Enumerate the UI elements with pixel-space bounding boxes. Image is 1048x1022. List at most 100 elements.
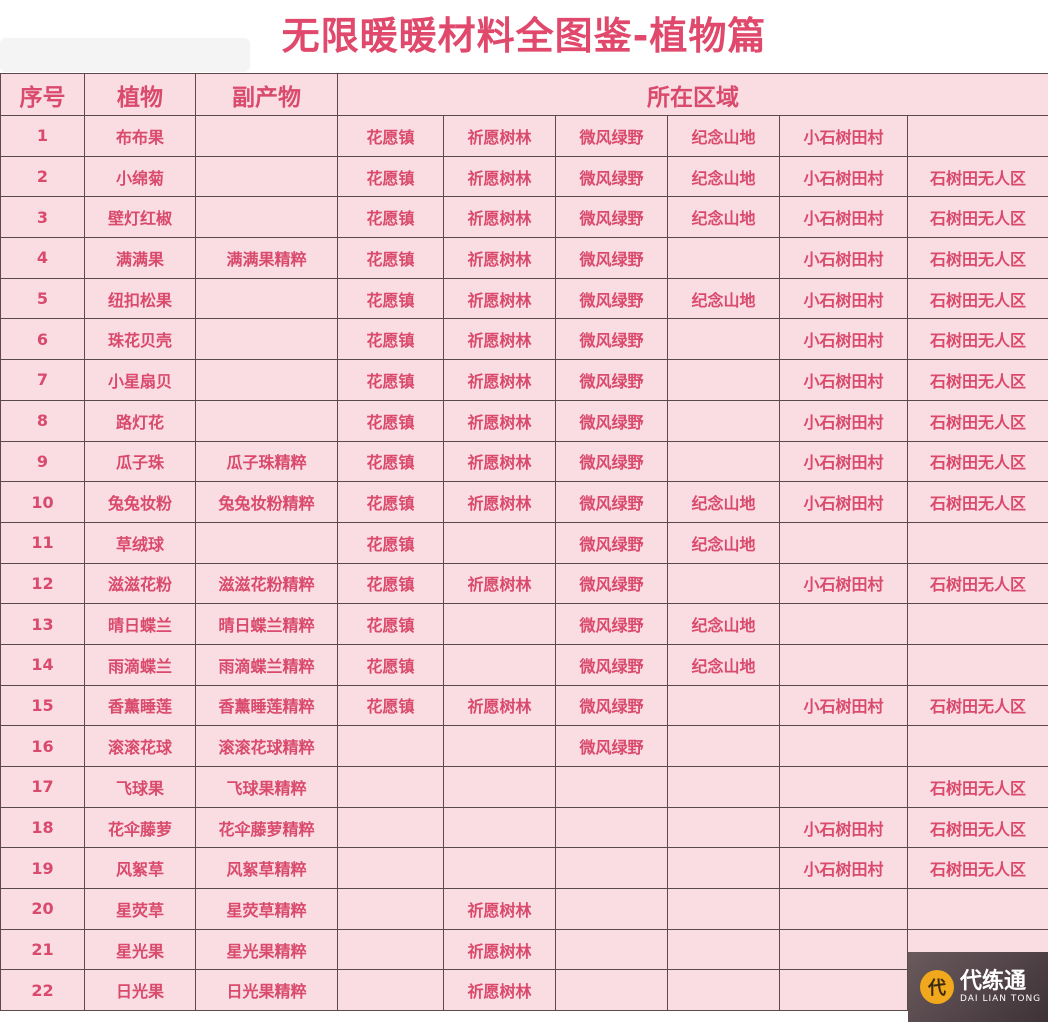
cell-plant: 壁灯红椒 [84, 196, 196, 239]
header-region: 所在区域 [337, 73, 1048, 116]
table-row: 21 星光果 星光果精粹 祈愿树林 [0, 928, 1048, 971]
cell-region [337, 969, 444, 1012]
cell-byproduct: 滋滋花粉精粹 [195, 562, 338, 605]
cell-index: 16 [0, 725, 85, 767]
cell-plant: 晴日蝶兰 [84, 603, 196, 645]
cell-region: 祈愿树林 [443, 562, 556, 605]
table-row: 2 小绵菊 花愿镇 祈愿树林 微风绿野 纪念山地 小石树田村 石树田无人区 [0, 155, 1048, 198]
cell-region: 微风绿野 [555, 399, 668, 442]
cell-region [779, 603, 908, 645]
cell-region: 祈愿树林 [443, 481, 556, 523]
cell-index: 9 [0, 440, 85, 483]
cell-region: 小石树田村 [779, 359, 908, 401]
cell-region: 花愿镇 [337, 440, 444, 483]
cell-region: 花愿镇 [337, 399, 444, 442]
table-row: 17 飞球果 飞球果精粹 石树田无人区 [0, 766, 1048, 808]
header-row: 序号 植物 副产物 所在区域 [0, 73, 1048, 116]
cell-region [667, 847, 780, 890]
cell-region: 微风绿野 [555, 643, 668, 686]
cell-region: 小石树田村 [779, 155, 908, 198]
cell-index: 22 [0, 969, 85, 1012]
cell-region: 花愿镇 [337, 481, 444, 523]
cell-region: 石树田无人区 [907, 684, 1048, 727]
cell-region [779, 521, 908, 564]
cell-region: 微风绿野 [555, 359, 668, 401]
cell-byproduct [195, 318, 338, 361]
cell-region: 小石树田村 [779, 806, 908, 849]
cell-region [907, 725, 1048, 767]
cell-region: 小石树田村 [779, 196, 908, 239]
cell-region [337, 766, 444, 808]
cell-region: 石树田无人区 [907, 481, 1048, 523]
cell-plant: 小星扇贝 [84, 359, 196, 401]
cell-region: 祈愿树林 [443, 969, 556, 1012]
cell-byproduct [195, 277, 338, 320]
cell-region: 纪念山地 [667, 115, 780, 157]
cell-region: 花愿镇 [337, 196, 444, 239]
cell-byproduct: 飞球果精粹 [195, 766, 338, 808]
cell-byproduct [195, 115, 338, 157]
table-row: 19 风絮草 风絮草精粹 小石树田村 石树田无人区 [0, 847, 1048, 890]
cell-index: 15 [0, 684, 85, 727]
cell-region [779, 643, 908, 686]
cell-region [667, 318, 780, 361]
header-byproduct: 副产物 [195, 73, 338, 116]
cell-region: 微风绿野 [555, 481, 668, 523]
cell-region: 花愿镇 [337, 684, 444, 727]
cell-byproduct: 香薰睡莲精粹 [195, 684, 338, 727]
cell-region [555, 847, 668, 890]
cell-plant: 滋滋花粉 [84, 562, 196, 605]
cell-region: 祈愿树林 [443, 196, 556, 239]
cell-region: 微风绿野 [555, 155, 668, 198]
cell-region [907, 643, 1048, 686]
header-index: 序号 [0, 73, 85, 116]
cell-plant: 小绵菊 [84, 155, 196, 198]
table-row: 10 兔兔妆粉 兔兔妆粉精粹 花愿镇 祈愿树林 微风绿野 纪念山地 小石树田村 石树田无人区 [0, 481, 1048, 523]
cell-plant: 布布果 [84, 115, 196, 157]
cell-index: 12 [0, 562, 85, 605]
cell-region: 祈愿树林 [443, 277, 556, 320]
cell-region [667, 725, 780, 767]
cell-plant: 花伞藤萝 [84, 806, 196, 849]
cell-plant: 风絮草 [84, 847, 196, 890]
cell-region: 微风绿野 [555, 562, 668, 605]
cell-region: 小石树田村 [779, 562, 908, 605]
watermark-logo: 代 代练通 DAI LIAN TONG [908, 952, 1048, 1022]
cell-byproduct [195, 196, 338, 239]
cell-region: 微风绿野 [555, 318, 668, 361]
cell-region: 小石树田村 [779, 318, 908, 361]
cell-region: 花愿镇 [337, 562, 444, 605]
cell-index: 5 [0, 277, 85, 320]
cell-region [907, 888, 1048, 930]
cell-region: 小石树田村 [779, 440, 908, 483]
cell-region [337, 806, 444, 849]
cell-byproduct: 晴日蝶兰精粹 [195, 603, 338, 645]
cell-region: 小石树田村 [779, 115, 908, 157]
cell-region: 小石树田村 [779, 237, 908, 279]
cell-byproduct: 满满果精粹 [195, 237, 338, 279]
cell-region: 石树田无人区 [907, 277, 1048, 320]
cell-plant: 香薰睡莲 [84, 684, 196, 727]
cell-byproduct [195, 521, 338, 564]
cell-region [443, 847, 556, 890]
cell-region: 花愿镇 [337, 115, 444, 157]
cell-region: 石树田无人区 [907, 562, 1048, 605]
cell-plant: 兔兔妆粉 [84, 481, 196, 523]
cell-region: 石树田无人区 [907, 399, 1048, 442]
logo-text-en: DAI LIAN TONG [960, 994, 1042, 1004]
cell-region: 石树田无人区 [907, 318, 1048, 361]
cell-region: 花愿镇 [337, 643, 444, 686]
cell-region: 微风绿野 [555, 196, 668, 239]
cell-region [779, 928, 908, 971]
cell-region: 祈愿树林 [443, 115, 556, 157]
cell-region: 祈愿树林 [443, 440, 556, 483]
cell-region [555, 806, 668, 849]
cell-region: 纪念山地 [667, 196, 780, 239]
cell-region: 微风绿野 [555, 603, 668, 645]
logo-text-cn: 代练通 [960, 969, 1027, 994]
cell-region: 石树田无人区 [907, 847, 1048, 890]
cell-region: 微风绿野 [555, 725, 668, 767]
cell-region: 微风绿野 [555, 521, 668, 564]
table-row: 3 壁灯红椒 花愿镇 祈愿树林 微风绿野 纪念山地 小石树田村 石树田无人区 [0, 196, 1048, 239]
cell-index: 6 [0, 318, 85, 361]
